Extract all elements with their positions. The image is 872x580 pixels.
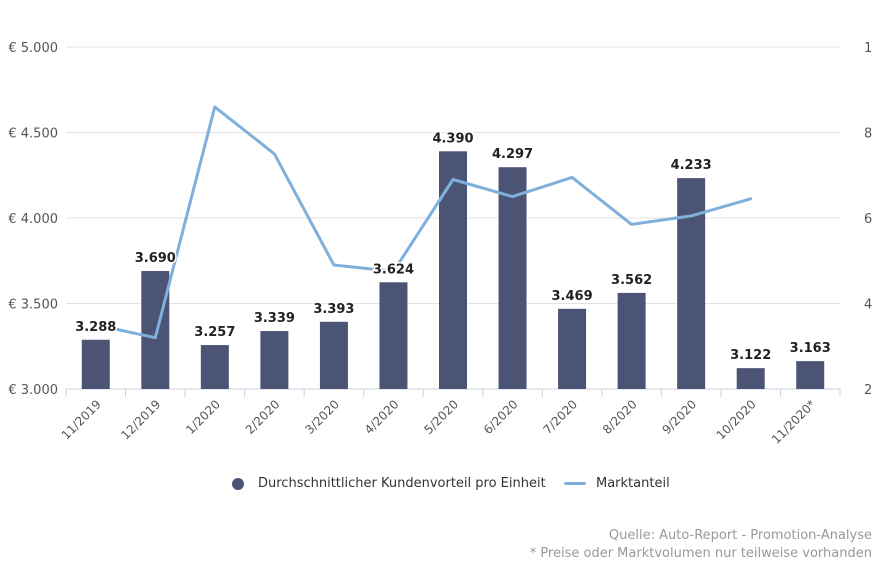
- data-label: 3.393: [313, 302, 354, 317]
- bar[interactable]: [81, 339, 110, 389]
- data-label: 3.122: [730, 348, 771, 363]
- bar[interactable]: [379, 282, 408, 389]
- bar[interactable]: [736, 368, 765, 389]
- data-labels: 3.288 3.690 3.257 3.339 3.393 3.624 4.390 4.297…: [74, 130, 833, 365]
- bar[interactable]: [141, 271, 170, 389]
- x-tick-label: 6/2020: [481, 397, 521, 437]
- y-right-tick-label: 8: [864, 127, 872, 142]
- y-right-tick-label: 2: [864, 383, 872, 398]
- data-label: 4.297: [492, 147, 533, 162]
- bar[interactable]: [260, 331, 289, 389]
- y-left-tick-label: € 4.500: [8, 127, 58, 142]
- y-axis-left: € 3.000 € 3.500 € 4.000 € 4.500 € 5.000: [8, 41, 58, 398]
- x-tick-label: 11/2019: [59, 397, 104, 442]
- y-right-tick-label: 10: [864, 41, 872, 56]
- x-tick-label: 11/2020*: [769, 397, 818, 446]
- bar[interactable]: [558, 308, 587, 389]
- x-tick-label: 2/2020: [243, 397, 283, 437]
- bar[interactable]: [677, 178, 706, 389]
- bar[interactable]: [200, 345, 229, 389]
- footnote-line: * Preise oder Marktvolumen nur teilweise…: [529, 546, 872, 561]
- bar-series: [81, 151, 825, 389]
- x-tick-label: 9/2020: [660, 397, 700, 437]
- bar[interactable]: [498, 167, 527, 389]
- y-left-tick-label: € 5.000: [8, 41, 58, 56]
- y-right-tick-label: 6: [864, 212, 872, 227]
- x-tick-label: 8/2020: [600, 397, 640, 437]
- legend: Durchschnittlicher Kundenvorteil pro Ein…: [0, 476, 872, 500]
- legend-item-bars[interactable]: Durchschnittlicher Kundenvorteil pro Ein…: [232, 476, 546, 491]
- data-label: 3.257: [194, 325, 235, 340]
- line-marktanteil[interactable]: [94, 105, 753, 340]
- data-label: 3.624: [373, 262, 414, 277]
- legend-label-bars: Durchschnittlicher Kundenvorteil pro Ein…: [258, 476, 546, 491]
- data-label: 3.562: [611, 273, 652, 288]
- data-label: 3.690: [135, 251, 176, 266]
- data-label: 4.390: [432, 131, 473, 146]
- x-tick-label: 5/2020: [421, 397, 461, 437]
- x-tick-label: 10/2020: [714, 397, 759, 442]
- bar[interactable]: [439, 151, 467, 389]
- data-label: 3.339: [254, 311, 295, 326]
- legend-item-line[interactable]: Marktanteil: [564, 476, 670, 491]
- x-axis: 11/2019 12/2019 1/2020 2/2020 3/2020 4/2020 5/…: [59, 388, 841, 447]
- data-label: 3.469: [552, 289, 593, 304]
- y-left-tick-label: € 3.500: [8, 298, 58, 313]
- data-label: 3.288: [75, 320, 116, 335]
- data-label: 4.233: [671, 158, 712, 173]
- x-tick-label: 7/2020: [540, 397, 580, 437]
- y-left-tick-label: € 4.000: [8, 212, 58, 227]
- legend-dot-icon: [232, 477, 244, 490]
- legend-label-line: Marktanteil: [596, 476, 670, 491]
- legend-line-icon: [564, 482, 586, 485]
- data-label: 3.163: [790, 341, 831, 356]
- y-axis-right: 2 4 6 8 10: [864, 41, 872, 398]
- bar[interactable]: [319, 321, 348, 389]
- line-series: [94, 105, 753, 340]
- x-tick-label: 3/2020: [302, 397, 342, 437]
- x-tick-label: 12/2019: [118, 397, 163, 442]
- bar[interactable]: [617, 292, 646, 389]
- x-tick-label: 1/2020: [183, 397, 223, 437]
- y-left-tick-label: € 3.000: [8, 383, 58, 398]
- bar[interactable]: [796, 361, 825, 389]
- source-line: Quelle: Auto-Report - Promotion-Analyse: [608, 528, 872, 543]
- x-tick-label: 4/2020: [362, 397, 402, 437]
- y-right-tick-label: 4: [864, 298, 872, 313]
